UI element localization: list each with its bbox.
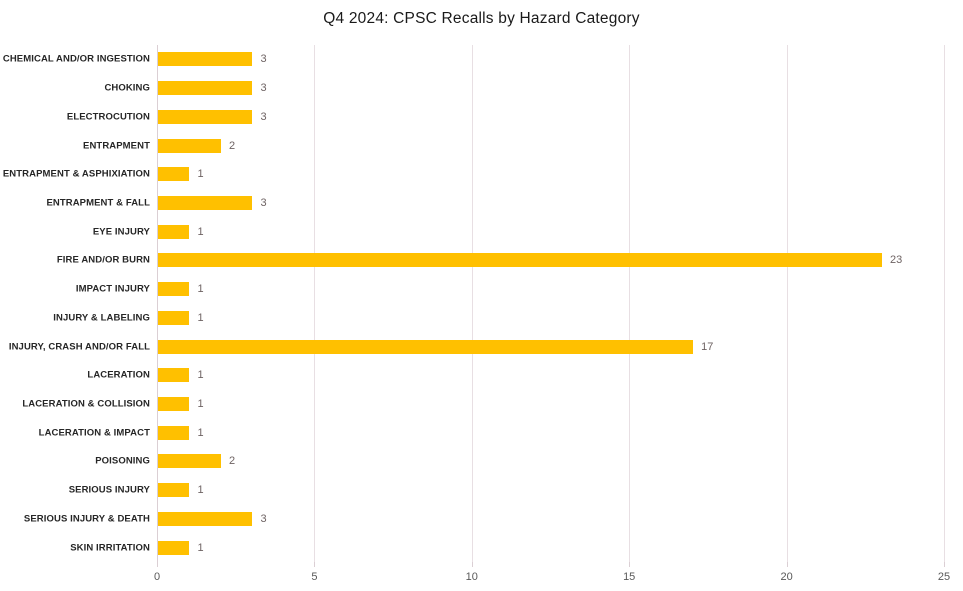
- category-label: POISONING: [95, 455, 150, 467]
- category-label: ENTRAPMENT: [83, 140, 150, 152]
- bar-segment: [158, 253, 883, 268]
- x-axis-tick-label-0: 0: [153, 571, 161, 583]
- x-axis-tick-15: [629, 562, 631, 567]
- bar-segment: [158, 339, 694, 354]
- bar-segment: [158, 81, 253, 96]
- gridline-20: [786, 45, 788, 562]
- bar-value-label: 1: [197, 398, 204, 411]
- bar-value-label: 1: [197, 484, 204, 497]
- category-label: LACERATION & IMPACT: [38, 427, 150, 439]
- category-label: ENTRAPMENT & ASPHIXIATION: [2, 168, 150, 180]
- bar-segment: [158, 454, 221, 469]
- chart-title: Q4 2024: CPSC Recalls by Hazard Category: [323, 10, 640, 27]
- gridline-10: [471, 45, 473, 562]
- bar-value-label: 2: [228, 139, 236, 152]
- x-axis-tick-0: [157, 562, 158, 567]
- bar-segment: [158, 511, 253, 526]
- category-label: INJURY & LABELING: [53, 312, 150, 324]
- category-label: SERIOUS INJURY: [68, 484, 150, 496]
- x-axis-tick-label-5: 5: [311, 571, 318, 583]
- bar-value-label: 3: [260, 512, 267, 525]
- bar-segment: [158, 397, 190, 412]
- bar-value-label: 1: [197, 168, 204, 181]
- bar-segment: [158, 310, 190, 325]
- bar-segment: [158, 483, 190, 498]
- bar-value-label: 3: [260, 110, 267, 123]
- category-label: SKIN IRRITATION: [70, 542, 150, 554]
- bar-value-label: 3: [260, 53, 267, 66]
- category-label: ELECTROCUTION: [66, 111, 150, 123]
- x-axis-tick-label-10: 10: [465, 571, 478, 583]
- category-label: CHEMICAL AND/OR INGESTION: [2, 53, 150, 65]
- x-axis-tick-10: [471, 562, 473, 567]
- bar-value-label: 1: [197, 426, 204, 439]
- category-label: EYE INJURY: [92, 226, 150, 238]
- gridline-25: [944, 45, 945, 562]
- category-label: LACERATION & COLLISION: [22, 398, 150, 410]
- bar-segment: [158, 52, 253, 67]
- bar-value-label: 23: [890, 254, 903, 267]
- category-label: LACERATION: [87, 369, 150, 381]
- bar-value-label: 1: [197, 225, 204, 238]
- gridline-5: [314, 45, 316, 562]
- x-axis-tick-label-15: 15: [623, 571, 636, 583]
- category-label: FIRE AND/OR BURN: [56, 254, 150, 266]
- bar-segment: [158, 109, 253, 124]
- bar-segment: [158, 167, 190, 182]
- category-label: IMPACT INJURY: [75, 283, 150, 295]
- x-axis-tick-20: [786, 562, 788, 567]
- bar-segment: [158, 224, 190, 239]
- bar-segment: [158, 195, 253, 210]
- bar-value-label: 1: [197, 369, 204, 382]
- bar-segment: [158, 368, 190, 383]
- category-label: SERIOUS INJURY & DEATH: [23, 513, 150, 525]
- category-label: INJURY, CRASH AND/OR FALL: [8, 341, 150, 353]
- bar-value-label: 1: [197, 283, 204, 296]
- bar-value-label: 17: [701, 340, 714, 353]
- bar-value-label: 1: [197, 311, 204, 324]
- bar-segment: [158, 282, 190, 297]
- bar-segment: [158, 540, 190, 555]
- category-label: CHOKING: [104, 82, 150, 94]
- bar-value-label: 2: [228, 455, 236, 468]
- bar-value-label: 3: [260, 196, 267, 209]
- gridline-15: [629, 45, 631, 562]
- x-axis-tick-25: [944, 562, 945, 567]
- bar-value-label: 1: [197, 541, 204, 554]
- bar-segment: [158, 425, 190, 440]
- category-label: ENTRAPMENT & FALL: [46, 197, 150, 209]
- x-axis-tick-label-25: 25: [937, 571, 951, 583]
- bar-value-label: 3: [260, 82, 267, 95]
- bar-segment: [158, 138, 221, 153]
- x-axis-tick-5: [314, 562, 316, 567]
- x-axis-tick-label-20: 20: [780, 571, 793, 583]
- category-axis-line: [157, 45, 158, 562]
